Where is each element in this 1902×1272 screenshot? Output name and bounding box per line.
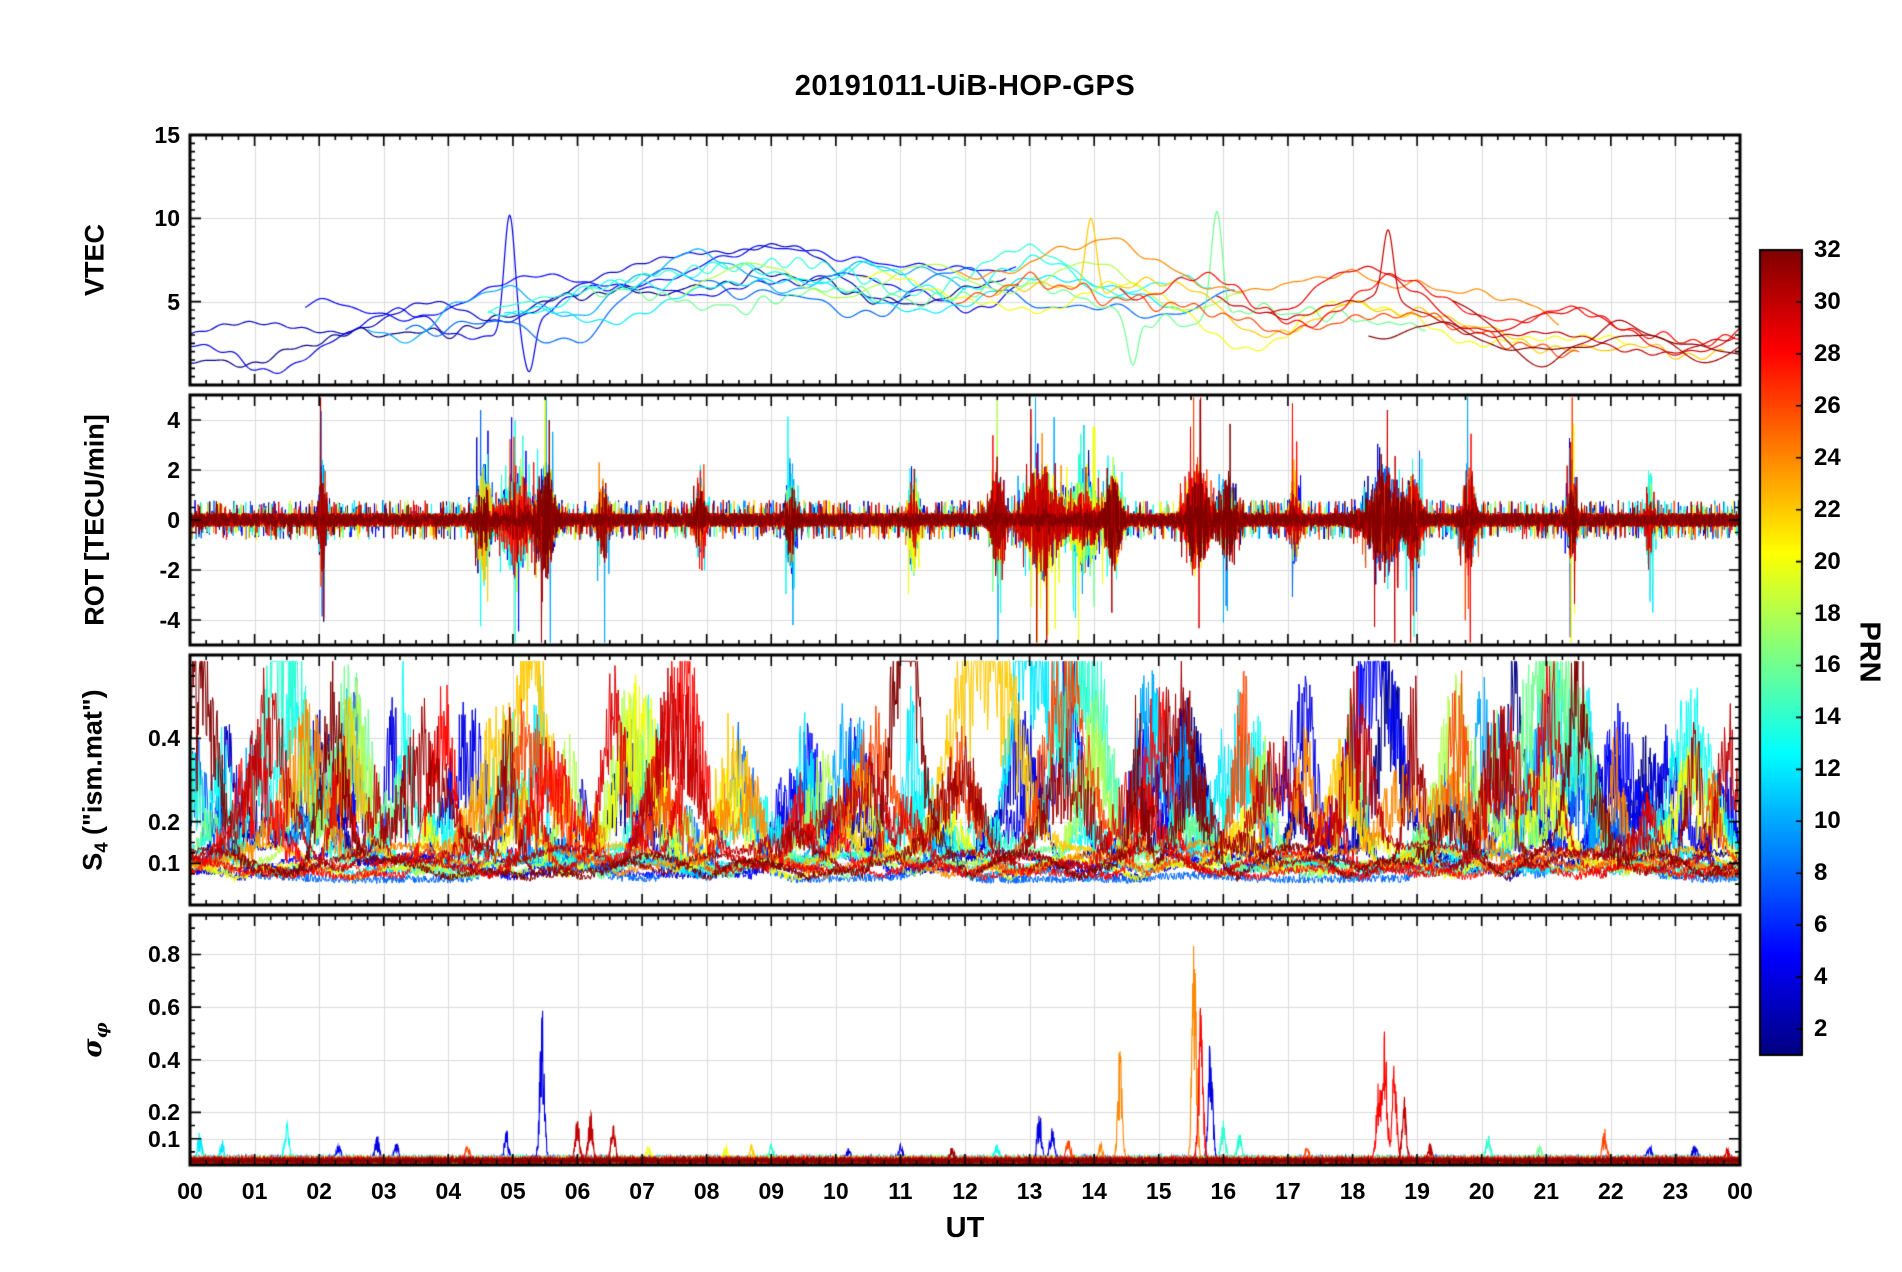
y-axis-label-panel-2: ROT [TECU/min] (79, 414, 110, 626)
x-tick-label: 11 (888, 1178, 913, 1204)
x-axis-label: UT (945, 1212, 985, 1244)
y-tick-label: 0.6 (148, 994, 180, 1021)
x-tick-label: 03 (370, 1178, 397, 1204)
rot-panel (190, 395, 1740, 645)
x-tick-label: 06 (564, 1178, 591, 1204)
x-tick-label: 07 (629, 1178, 655, 1204)
colorbar-tick-label: 4 (1814, 963, 1828, 991)
colorbar-tick-label: 28 (1814, 339, 1841, 367)
y-axis-label-panel-3: S4 ("ism.mat") (77, 689, 112, 871)
colorbar-tick-label: 10 (1814, 807, 1841, 835)
colorbar-tick-label: 26 (1814, 391, 1841, 419)
colorbar-tick-label: 20 (1814, 547, 1841, 575)
y-tick-label: 10 (154, 205, 180, 232)
x-tick-label: 16 (1210, 1178, 1237, 1204)
x-tick-label: 15 (1145, 1178, 1172, 1204)
y-tick-label: 0.8 (148, 941, 180, 968)
x-tick-label: 14 (1081, 1178, 1107, 1204)
x-tick-label: 22 (1598, 1178, 1624, 1204)
y-tick-label: 0.1 (148, 1125, 180, 1152)
x-tick-label: 23 (1662, 1178, 1689, 1204)
y-tick-label: -2 (159, 557, 180, 583)
chart-title: 20191011-UiB-HOP-GPS (794, 70, 1136, 102)
y-tick-label: 0.2 (148, 1099, 180, 1126)
y-tick-label: 15 (154, 122, 180, 148)
colorbar-tick-label: 12 (1814, 755, 1841, 783)
x-tick-label: 21 (1533, 1178, 1560, 1204)
colorbar-tick-label: 24 (1814, 443, 1841, 471)
colorbar-tick-label: 22 (1814, 495, 1841, 523)
x-tick-label: 17 (1275, 1178, 1301, 1204)
y-tick-label: 0.4 (148, 1046, 180, 1073)
y-tick-label: 0.1 (148, 850, 180, 877)
x-tick-label: 10 (823, 1178, 849, 1204)
prn-colorbar (1760, 250, 1802, 1055)
s4-panel (190, 655, 1740, 905)
y-tick-label: 0 (167, 507, 180, 533)
x-tick-label: 12 (952, 1178, 978, 1204)
x-tick-label: 04 (435, 1178, 462, 1204)
colorbar-tick-label: 18 (1814, 599, 1841, 627)
sigma-phi-panel (190, 915, 1740, 1165)
colorbar-tick-label: 6 (1814, 911, 1828, 939)
colorbar-label: PRN (1853, 621, 1886, 683)
y-tick-label: 4 (167, 407, 180, 433)
colorbar-tick-label: 30 (1814, 287, 1841, 315)
x-tick-label: 09 (758, 1178, 785, 1204)
colorbar-tick-label: 32 (1814, 236, 1841, 263)
colorbar-tick-label: 16 (1814, 651, 1841, 679)
x-tick-label: 02 (306, 1178, 332, 1204)
x-tick-label: 00 (177, 1178, 203, 1204)
x-tick-label: 08 (693, 1178, 720, 1204)
colorbar-tick-label: 8 (1814, 859, 1828, 887)
x-tick-label: 01 (241, 1178, 268, 1204)
y-tick-label: 5 (167, 288, 180, 315)
x-tick-label: 00 (1727, 1178, 1753, 1204)
colorbar-tick-label: 2 (1814, 1015, 1828, 1043)
x-tick-label: 05 (500, 1178, 526, 1204)
y-tick-label: 0.4 (148, 725, 180, 752)
colorbar-tick-label: 14 (1814, 703, 1841, 731)
x-tick-label: 18 (1339, 1178, 1366, 1204)
y-tick-label: 2 (167, 457, 180, 483)
y-tick-label: -4 (159, 607, 180, 633)
x-tick-label: 19 (1404, 1178, 1430, 1204)
y-axis-label-panel-4: σφ (77, 1022, 113, 1058)
vtec-panel (190, 135, 1740, 385)
y-tick-label: 0.2 (148, 808, 180, 835)
y-axis-label-panel-1: VTEC (79, 223, 110, 297)
x-tick-label: 13 (1016, 1178, 1043, 1204)
x-tick-label: 20 (1468, 1178, 1495, 1204)
